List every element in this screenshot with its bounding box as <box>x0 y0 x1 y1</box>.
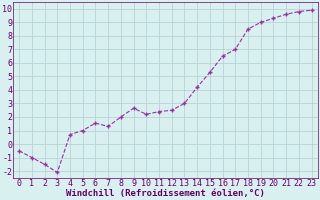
X-axis label: Windchill (Refroidissement éolien,°C): Windchill (Refroidissement éolien,°C) <box>66 189 265 198</box>
